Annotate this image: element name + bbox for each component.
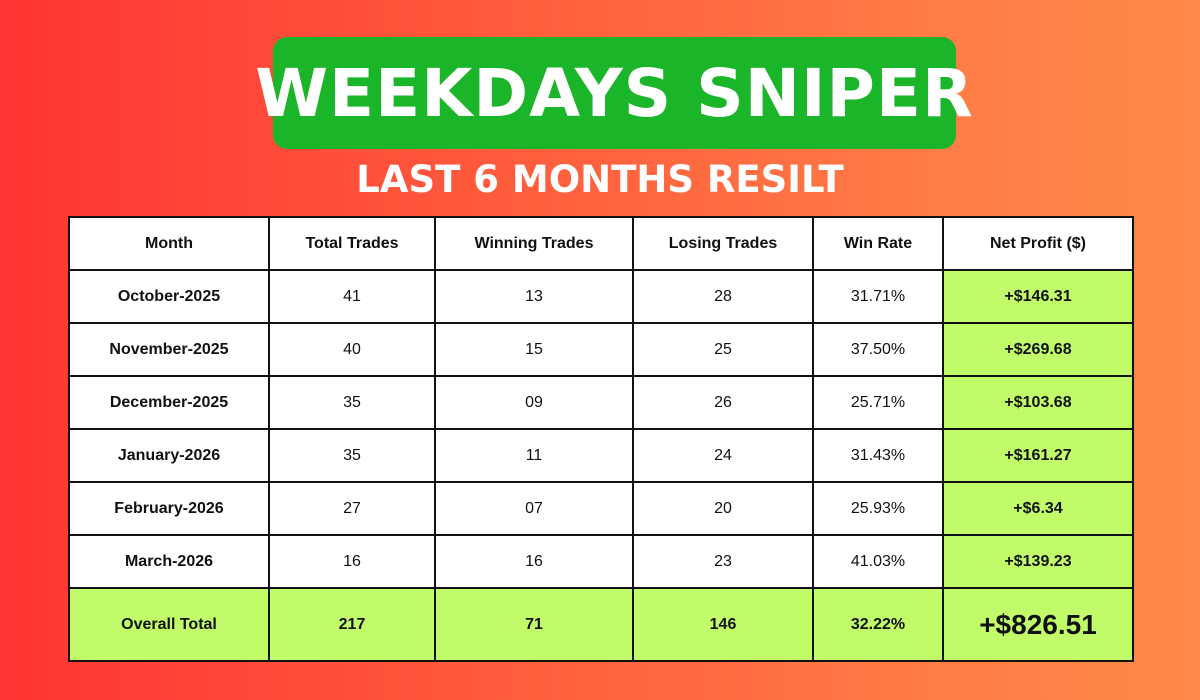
win-rate-cell: 41.03% [812, 534, 944, 589]
page-subtitle: LAST 6 MONTHS RESILT [356, 158, 844, 201]
table-row: December-2025 35 09 26 25.71% +$103.68 [68, 375, 1134, 430]
net-profit-cell: +$139.23 [942, 534, 1134, 589]
table-row: February-2026 27 07 20 25.93% +$6.34 [68, 481, 1134, 536]
table-header-row: Month Total Trades Winning Trades Losing… [68, 216, 1134, 271]
net-profit-cell: +$161.27 [942, 428, 1134, 483]
winning-trades-cell: 16 [434, 534, 634, 589]
total-label-cell: Overall Total [68, 587, 270, 662]
total-trades-cell: 16 [268, 534, 436, 589]
month-cell: November-2025 [68, 322, 270, 377]
losing-trades-cell: 24 [632, 428, 814, 483]
win-rate-cell: 37.50% [812, 322, 944, 377]
winning-trades-cell: 13 [434, 269, 634, 324]
month-cell: February-2026 [68, 481, 270, 536]
column-header-month: Month [68, 216, 270, 271]
table-row: October-2025 41 13 28 31.71% +$146.31 [68, 269, 1134, 324]
results-table: Month Total Trades Winning Trades Losing… [68, 216, 1134, 662]
net-profit-cell: +$269.68 [942, 322, 1134, 377]
total-trades-cell: 35 [268, 428, 436, 483]
month-cell: January-2026 [68, 428, 270, 483]
column-header-winning-trades: Winning Trades [434, 216, 634, 271]
month-cell: October-2025 [68, 269, 270, 324]
win-rate-cell: 25.93% [812, 481, 944, 536]
total-trades-cell: 27 [268, 481, 436, 536]
table-row: November-2025 40 15 25 37.50% +$269.68 [68, 322, 1134, 377]
table-row: March-2026 16 16 23 41.03% +$139.23 [68, 534, 1134, 589]
losing-trades-cell: 26 [632, 375, 814, 430]
winning-trades-cell: 07 [434, 481, 634, 536]
win-rate-cell: 31.43% [812, 428, 944, 483]
total-trades-sum-cell: 217 [268, 587, 436, 662]
net-profit-cell: +$6.34 [942, 481, 1134, 536]
month-cell: March-2026 [68, 534, 270, 589]
column-header-net-profit: Net Profit ($) [942, 216, 1134, 271]
net-profit-cell: +$146.31 [942, 269, 1134, 324]
winning-trades-cell: 15 [434, 322, 634, 377]
win-rate-cell: 25.71% [812, 375, 944, 430]
month-cell: December-2025 [68, 375, 270, 430]
total-trades-cell: 40 [268, 322, 436, 377]
total-row: Overall Total 217 71 146 32.22% +$826.51 [68, 587, 1134, 662]
table-row: January-2026 35 11 24 31.43% +$161.27 [68, 428, 1134, 483]
page-title: WEEKDAYS SNIPER [255, 54, 974, 132]
overall-net-profit-cell: +$826.51 [942, 587, 1134, 662]
winning-trades-cell: 09 [434, 375, 634, 430]
net-profit-cell: +$103.68 [942, 375, 1134, 430]
column-header-total-trades: Total Trades [268, 216, 436, 271]
win-rate-cell: 31.71% [812, 269, 944, 324]
total-trades-cell: 41 [268, 269, 436, 324]
losing-trades-cell: 20 [632, 481, 814, 536]
total-trades-cell: 35 [268, 375, 436, 430]
overall-win-rate-cell: 32.22% [812, 587, 944, 662]
column-header-win-rate: Win Rate [812, 216, 944, 271]
losing-trades-cell: 25 [632, 322, 814, 377]
losing-trades-sum-cell: 146 [632, 587, 814, 662]
losing-trades-cell: 28 [632, 269, 814, 324]
losing-trades-cell: 23 [632, 534, 814, 589]
winning-trades-sum-cell: 71 [434, 587, 634, 662]
column-header-losing-trades: Losing Trades [632, 216, 814, 271]
winning-trades-cell: 11 [434, 428, 634, 483]
title-banner: WEEKDAYS SNIPER [255, 37, 973, 149]
